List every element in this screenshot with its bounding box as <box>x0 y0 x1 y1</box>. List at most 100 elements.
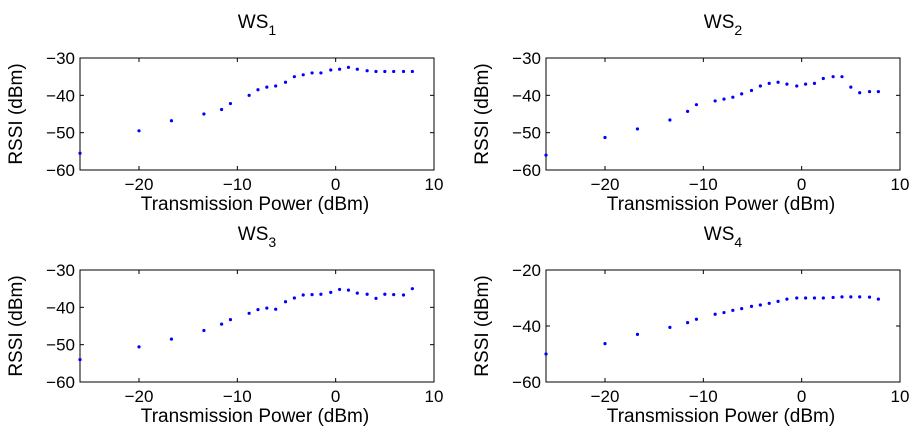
y-axis-label: RSSI (dBm) <box>6 63 27 164</box>
data-point <box>831 295 835 300</box>
data-point <box>346 288 351 292</box>
y-axis-label: RSSI (dBm) <box>472 275 493 376</box>
data-point <box>78 151 82 155</box>
data-point <box>137 129 141 133</box>
x-tick-label: −20 <box>591 175 620 194</box>
axes-frame <box>79 269 435 383</box>
data-point <box>785 82 789 86</box>
data-point <box>722 310 726 315</box>
data-point <box>202 328 206 333</box>
data-point <box>338 287 342 292</box>
data-point <box>776 299 780 303</box>
data-point <box>776 80 780 84</box>
data-point <box>374 296 378 300</box>
x-tick-label: −20 <box>125 175 154 194</box>
panel-title: WS3 <box>238 224 277 250</box>
panel-title: WS1 <box>238 12 277 38</box>
data-point <box>256 88 260 92</box>
data-point <box>329 290 333 294</box>
data-point <box>265 306 269 310</box>
data-point <box>283 300 288 304</box>
x-tick-label: 10 <box>425 387 444 406</box>
y-tick-label: −60 <box>46 161 75 180</box>
data-point <box>668 325 672 329</box>
data-point <box>867 295 872 299</box>
data-point <box>365 292 369 296</box>
data-point <box>310 71 314 75</box>
data-point <box>247 311 251 315</box>
data-point <box>401 293 406 297</box>
y-tick-label: −50 <box>512 124 541 143</box>
data-point <box>410 69 414 74</box>
data-point <box>858 295 862 299</box>
data-point <box>603 135 607 140</box>
data-point <box>722 97 726 101</box>
data-point <box>812 296 817 300</box>
x-tick-label: −10 <box>223 175 252 194</box>
data-point <box>228 101 233 106</box>
data-point <box>319 292 323 296</box>
y-tick-label: −30 <box>46 261 75 280</box>
y-tick-label: −40 <box>512 86 541 105</box>
data-point <box>821 296 825 300</box>
data-point <box>292 296 296 300</box>
x-tick-label: −10 <box>689 387 718 406</box>
data-point <box>840 295 844 299</box>
y-axis-label: RSSI (dBm) <box>6 275 27 376</box>
data-point <box>804 296 808 300</box>
axes-frame <box>79 57 435 171</box>
data-point <box>292 75 296 79</box>
data-point <box>169 337 174 341</box>
data-point <box>804 82 808 86</box>
y-tick-label: −50 <box>46 124 75 143</box>
x-tick-label: −20 <box>125 387 154 406</box>
x-axis-label: Transmission Power (dBm) <box>607 194 835 215</box>
data-point <box>310 293 314 297</box>
x-tick-label: 0 <box>331 175 340 194</box>
data-point <box>301 293 305 297</box>
data-point <box>867 90 872 94</box>
data-point <box>274 84 278 88</box>
data-point <box>383 69 387 74</box>
data-point <box>694 103 699 107</box>
x-tick-label: −10 <box>689 175 718 194</box>
x-tick-label: 0 <box>797 387 806 406</box>
data-point <box>137 345 141 349</box>
data-point <box>202 112 206 116</box>
data-point <box>220 107 224 112</box>
y-tick-label: −30 <box>512 49 541 68</box>
data-point <box>265 85 269 89</box>
panel-title-subscript: 4 <box>734 234 742 250</box>
x-tick-label: 0 <box>797 175 806 194</box>
data-point <box>821 76 825 81</box>
data-point <box>668 118 672 122</box>
data-point <box>401 69 406 74</box>
panel-ws-3: −20 −10 0 10 −30 −40 −50 −60 Transmission Power … <box>6 224 443 427</box>
data-point <box>694 317 699 321</box>
data-point <box>301 73 305 77</box>
data-point <box>392 293 396 297</box>
data-point <box>785 297 789 301</box>
axes-frame <box>545 57 901 171</box>
panel-title-subscript: 3 <box>268 234 276 250</box>
data-point <box>876 90 880 94</box>
y-tick-label: −60 <box>46 373 75 392</box>
data-point <box>169 119 174 123</box>
data-point <box>383 292 387 296</box>
data-point <box>346 65 351 69</box>
data-point <box>686 109 690 113</box>
data-point <box>713 99 717 103</box>
panel-title: WS4 <box>704 224 743 250</box>
panel-title-subscript: 2 <box>734 22 742 38</box>
data-point <box>686 321 690 325</box>
data-point <box>544 153 548 157</box>
data-point <box>355 67 359 71</box>
x-tick-label: −20 <box>591 387 620 406</box>
data-point <box>256 307 260 312</box>
data-point <box>831 75 835 79</box>
x-tick-label: −10 <box>223 387 252 406</box>
data-point <box>283 80 288 84</box>
panel-title: WS2 <box>704 12 743 38</box>
data-point <box>713 312 717 316</box>
data-point <box>876 297 880 301</box>
